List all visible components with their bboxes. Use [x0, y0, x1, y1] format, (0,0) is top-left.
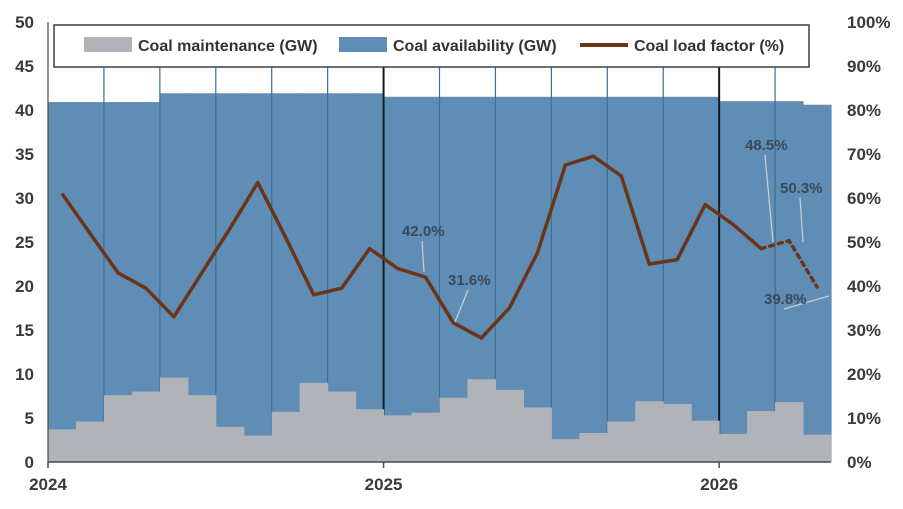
availability-bar-2024-09 — [271, 93, 301, 462]
maintenance-bar-2025-09 — [607, 421, 636, 462]
maintenance-bar-2025-02 — [411, 412, 441, 462]
left-tick-label: 40 — [15, 101, 34, 120]
right-tick-label: 30% — [847, 321, 881, 340]
axes: 051015202530354045500%10%20%30%40%50%60%… — [15, 13, 890, 494]
maintenance-bar-2025-07 — [551, 439, 580, 462]
availability-bar-2025-12 — [691, 96, 720, 463]
availability-area — [48, 93, 832, 463]
right-tick-label: 20% — [847, 365, 881, 384]
maintenance-area — [48, 377, 832, 462]
load-factor-line-forecast — [759, 238, 819, 289]
availability-bar-2025-11 — [663, 96, 692, 463]
right-tick-label: 100% — [847, 13, 890, 32]
availability-bar-2025-07 — [551, 96, 580, 463]
left-tick-label: 45 — [15, 57, 34, 76]
availability-bar-2025-08 — [579, 96, 608, 463]
availability-bar-2026-01 — [719, 101, 748, 462]
right-tick-label: 0% — [847, 453, 872, 472]
maintenance-bar-2026-03 — [775, 402, 804, 462]
maintenance-bar-2024-05 — [159, 377, 189, 462]
maintenance-bar-2024-08 — [243, 435, 273, 462]
legend-box — [53, 24, 810, 68]
legend-swatch-availability — [339, 37, 387, 52]
availability-bar-2026-03 — [775, 101, 804, 462]
maintenance-bar-2024-07 — [215, 426, 245, 462]
maintenance-bar-2025-11 — [663, 403, 692, 462]
availability-bar-2024-08 — [243, 93, 273, 462]
legend-label-load-factor: Coal load factor (%) — [634, 38, 784, 55]
availability-bar-2024-07 — [215, 93, 245, 462]
right-tick-label: 10% — [847, 409, 881, 428]
x-tick-label: 2024 — [29, 475, 67, 494]
data-labels: 42.0% 31.6% 48.5% 50.3% 39.8% — [402, 137, 830, 323]
maintenance-bar-2024-06 — [187, 395, 217, 462]
left-tick-label: 20 — [15, 277, 34, 296]
data-label-load-factor: 50.3% — [780, 180, 823, 197]
maintenance-bar-2025-10 — [635, 401, 664, 462]
legend: Coal maintenance (GW) Coal availability … — [53, 24, 810, 68]
legend-label-availability: Coal availability (GW) — [393, 38, 557, 55]
left-tick-label: 15 — [15, 321, 34, 340]
left-tick-label: 5 — [25, 409, 34, 428]
data-label-load-factor: 31.6% — [448, 272, 491, 289]
maintenance-bar-2024-12 — [355, 409, 385, 462]
data-label-leader — [783, 295, 830, 310]
legend-label-maintenance: Coal maintenance (GW) — [138, 38, 318, 55]
right-tick-label: 50% — [847, 233, 881, 252]
left-tick-label: 50 — [15, 13, 34, 32]
left-tick-label: 30 — [15, 189, 34, 208]
load-factor-line-actual — [60, 154, 763, 340]
x-tick-label: 2026 — [700, 475, 738, 494]
right-tick-label: 90% — [847, 57, 881, 76]
maintenance-bar-2026-04 — [803, 434, 832, 462]
left-tick-label: 35 — [15, 145, 34, 164]
availability-bar-2026-02 — [747, 101, 776, 462]
maintenance-bar-2025-08 — [579, 432, 608, 462]
availability-bar-2024-02 — [75, 102, 105, 462]
data-label-leader — [799, 197, 804, 243]
maintenance-bar-2024-10 — [299, 382, 329, 462]
maintenance-bar-2025-04 — [467, 379, 497, 462]
availability-bar-2026-04 — [803, 104, 832, 462]
left-tick-label: 25 — [15, 233, 34, 252]
maintenance-bar-2025-05 — [495, 389, 524, 462]
maintenance-bar-2025-12 — [691, 420, 720, 462]
right-tick-label: 80% — [847, 101, 881, 120]
maintenance-bar-2024-02 — [75, 421, 105, 462]
legend-swatch-maintenance — [84, 37, 132, 52]
availability-bar-2025-10 — [635, 96, 664, 463]
data-label-leader — [421, 240, 425, 273]
availability-bar-2025-06 — [523, 96, 552, 463]
maintenance-bar-2026-01 — [719, 433, 748, 462]
maintenance-bar-2024-03 — [103, 395, 133, 462]
data-label-load-factor: 48.5% — [745, 137, 788, 154]
left-tick-label: 0 — [25, 453, 34, 472]
maintenance-bar-2024-11 — [327, 391, 357, 462]
left-tick-label: 10 — [15, 365, 34, 384]
availability-bar-2024-01 — [48, 102, 77, 462]
data-label-leader — [764, 154, 774, 243]
right-tick-label: 60% — [847, 189, 881, 208]
maintenance-bar-2026-02 — [747, 410, 776, 462]
maintenance-bar-2025-06 — [523, 407, 552, 462]
maintenance-bar-2025-03 — [439, 397, 469, 462]
availability-bar-2025-09 — [607, 96, 636, 463]
maintenance-bar-2025-01 — [383, 415, 413, 462]
availability-bar-2024-12 — [355, 93, 385, 462]
maintenance-bar-2024-04 — [131, 391, 161, 462]
maintenance-bar-2024-01 — [48, 429, 77, 462]
data-label-load-factor: 42.0% — [402, 223, 445, 240]
maintenance-bar-2024-09 — [271, 411, 301, 462]
data-label-load-factor: 39.8% — [764, 291, 807, 308]
availability-bar-2025-01 — [383, 96, 413, 463]
data-label-leader — [454, 289, 469, 323]
x-tick-label: 2025 — [365, 475, 403, 494]
right-tick-label: 70% — [847, 145, 881, 164]
right-tick-label: 40% — [847, 277, 881, 296]
load-factor-line — [60, 154, 819, 340]
